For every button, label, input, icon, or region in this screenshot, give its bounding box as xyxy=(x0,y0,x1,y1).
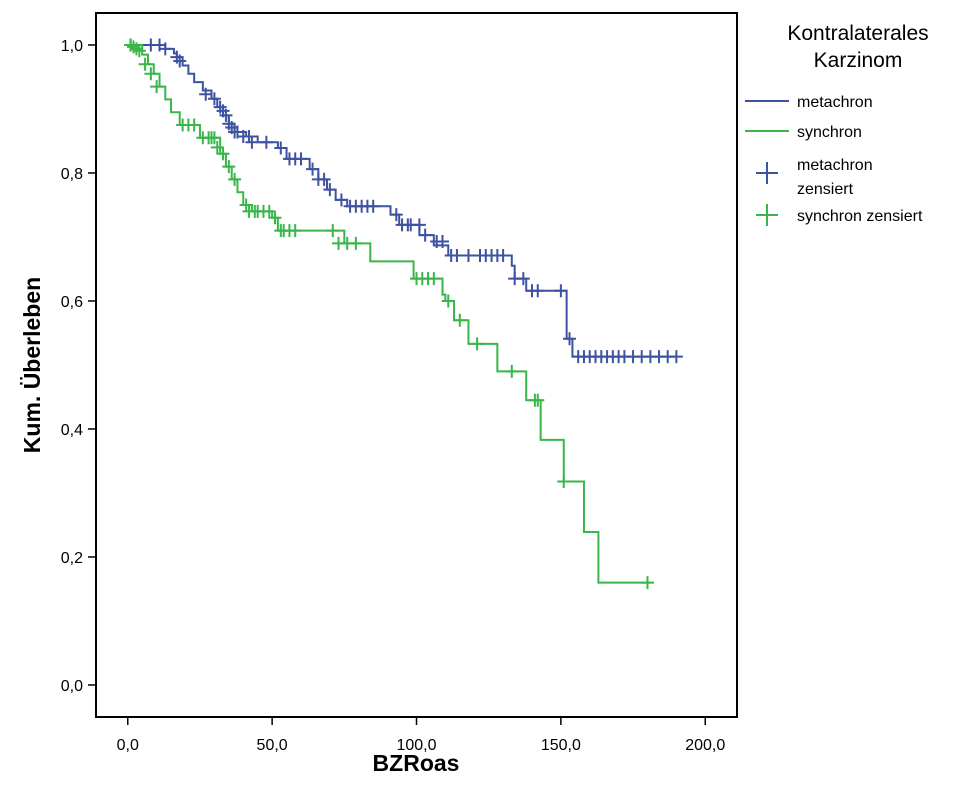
legend-title: Kontralaterales xyxy=(787,22,928,45)
x-tick-label: 0,0 xyxy=(117,737,139,754)
legend-entry-censor-metachron: metachron zensiert xyxy=(756,157,873,198)
legend-censor-swatch xyxy=(756,204,778,226)
censor-mark xyxy=(412,218,426,232)
legend-label: metachron xyxy=(797,94,873,111)
censor-mark xyxy=(173,54,187,68)
censor-mark xyxy=(516,272,530,286)
plot-frame xyxy=(95,12,738,718)
x-tick-label: 50,0 xyxy=(257,737,288,754)
censor-mark xyxy=(187,118,201,132)
censor-mark xyxy=(239,198,253,212)
censor-mark xyxy=(669,350,683,364)
x-axis: 0,0 50,0 100,0 150,0 200,0 xyxy=(117,717,725,754)
censor-mark xyxy=(306,162,320,176)
censor-mark xyxy=(132,44,146,58)
censor-mark xyxy=(349,236,363,250)
censor-mark xyxy=(640,576,654,590)
censor-mark xyxy=(207,92,221,106)
censor-mark xyxy=(563,332,577,346)
censor-mark xyxy=(531,284,545,298)
censor-mark xyxy=(216,147,230,161)
y-tick-label: 0,4 xyxy=(61,422,83,439)
censor-mark xyxy=(461,249,475,263)
plot-series xyxy=(124,38,683,590)
censor-mark xyxy=(228,172,242,186)
censor-mark xyxy=(323,183,337,197)
censor-mark xyxy=(435,234,449,248)
series-line-metachron xyxy=(127,44,677,358)
censor-mark xyxy=(366,199,380,213)
legend-label: zensiert xyxy=(797,181,854,198)
censor-mark xyxy=(210,140,224,154)
y-tick-label: 0,2 xyxy=(61,550,83,567)
censor-mark xyxy=(453,313,467,327)
legend-entry-line-metachron: metachron xyxy=(745,94,873,111)
censor-mark xyxy=(288,224,302,238)
censor-mark xyxy=(207,131,221,145)
censor-mark xyxy=(531,393,545,407)
censor-mark xyxy=(242,130,256,144)
censor-mark xyxy=(554,284,568,298)
censor-mark xyxy=(505,364,519,378)
censor-mark xyxy=(144,67,158,81)
censor-mark xyxy=(262,204,276,218)
censor-mark xyxy=(557,474,571,488)
legend-label: metachron xyxy=(797,157,873,174)
censor-marks-synchron xyxy=(124,38,654,590)
censor-mark xyxy=(496,249,510,263)
y-tick-label: 0,6 xyxy=(61,294,83,311)
y-tick-label: 0,8 xyxy=(61,166,83,183)
censor-mark xyxy=(129,42,143,56)
censor-mark xyxy=(470,337,484,351)
censor-marks-metachron xyxy=(124,38,683,364)
censor-mark xyxy=(268,211,282,225)
censor-mark xyxy=(219,108,233,122)
censor-mark xyxy=(326,224,340,238)
censor-mark xyxy=(450,249,464,263)
y-axis-title: Kum. Überleben xyxy=(19,277,45,453)
censor-mark xyxy=(150,80,164,94)
legend-label: synchron zensiert xyxy=(797,208,923,225)
series-line-synchron xyxy=(127,44,651,584)
legend-censor-swatch xyxy=(756,162,778,184)
censor-mark xyxy=(317,172,331,186)
censor-mark xyxy=(334,193,348,207)
censor-mark xyxy=(138,57,152,71)
y-axis: 0,0 0,2 0,4 0,6 0,8 1,0 xyxy=(61,38,96,695)
y-tick-label: 1,0 xyxy=(61,38,83,55)
legend-title: Karzinom xyxy=(814,49,903,72)
censor-mark xyxy=(418,228,432,242)
x-tick-label: 100,0 xyxy=(396,737,436,754)
censor-mark xyxy=(441,294,455,308)
legend-entry-censor-synchron: synchron zensiert xyxy=(756,204,923,226)
censor-mark xyxy=(389,208,403,222)
censor-mark xyxy=(222,160,236,174)
censor-mark xyxy=(199,87,213,101)
censor-mark xyxy=(427,272,441,286)
x-axis-title: BZRoas xyxy=(373,750,460,776)
x-tick-label: 200,0 xyxy=(685,737,725,754)
censor-mark xyxy=(259,135,273,149)
y-tick-label: 0,0 xyxy=(61,678,83,695)
legend: Kontralaterales Karzinom metachron synchron… xyxy=(745,22,929,226)
legend-entry-line-synchron: synchron xyxy=(745,124,862,141)
censor-mark xyxy=(158,42,172,56)
x-tick-label: 150,0 xyxy=(541,737,581,754)
legend-label: synchron xyxy=(797,124,862,141)
censor-mark xyxy=(294,152,308,166)
censor-mark xyxy=(274,141,288,155)
censor-mark xyxy=(245,135,259,149)
